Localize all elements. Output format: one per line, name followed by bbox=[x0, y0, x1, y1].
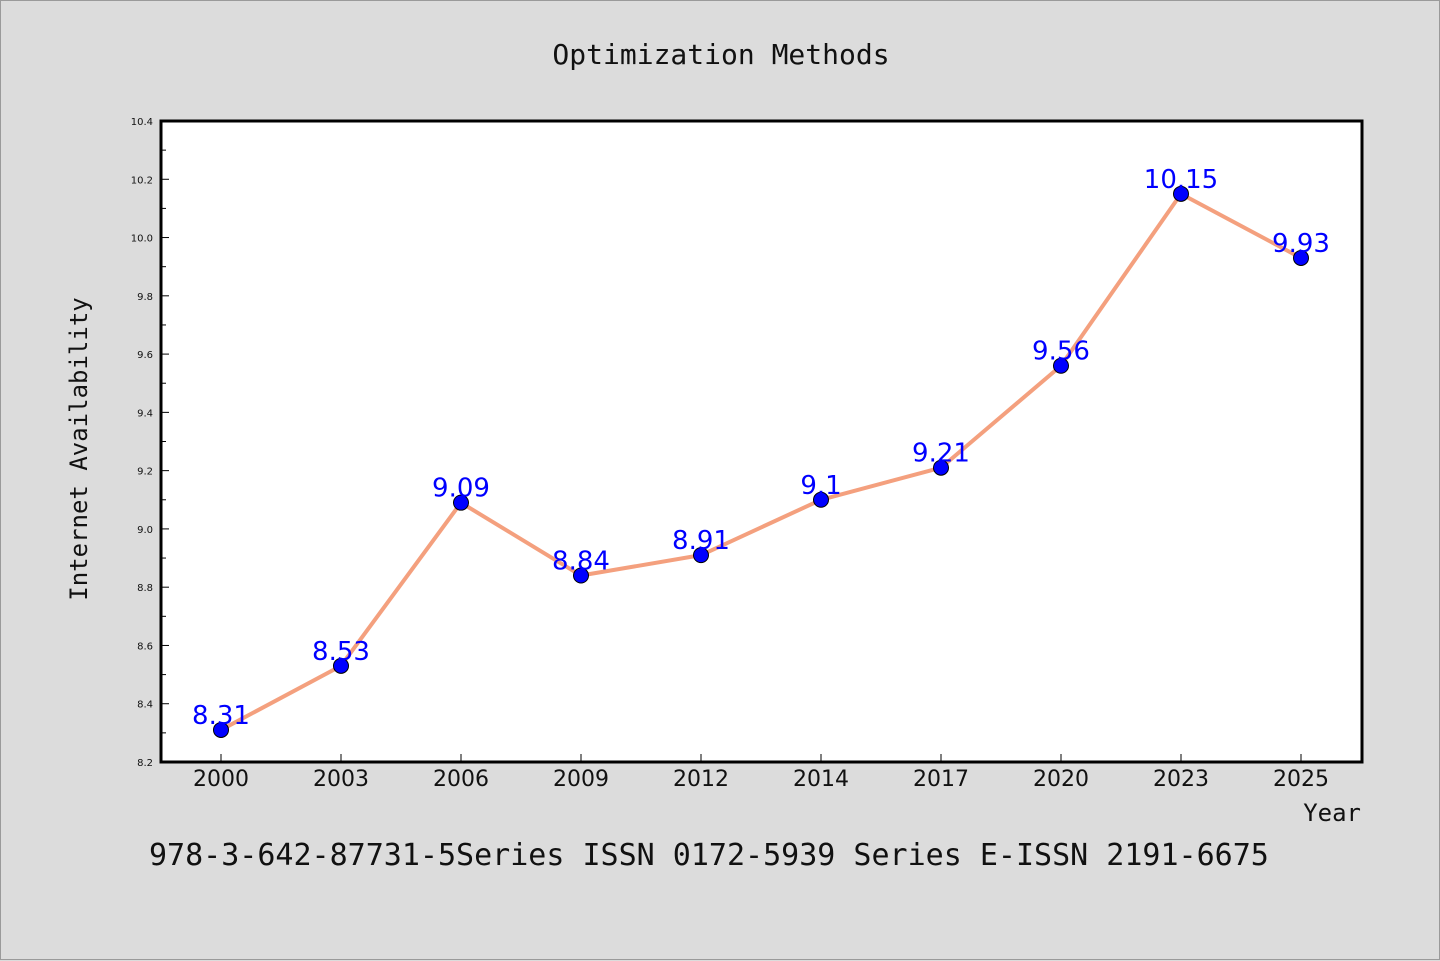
series-data: 8.31 8.53 9.09 8.84 8.91 9.1 9.21 9.56 10.15 9.93 bbox=[192, 165, 1330, 738]
y-axis-label: Internet Availability bbox=[65, 297, 93, 600]
data-label: 9.56 bbox=[1032, 337, 1090, 367]
y-tick-label: 9.8 bbox=[137, 292, 153, 303]
y-tick-label: 8.6 bbox=[137, 641, 153, 652]
data-point bbox=[1173, 185, 1189, 202]
series-line bbox=[219, 191, 1303, 732]
y-tick-label: 10.2 bbox=[131, 175, 153, 186]
data-label: 9.1 bbox=[800, 471, 841, 501]
data-label: 8.91 bbox=[672, 526, 730, 556]
data-point bbox=[213, 721, 229, 738]
x-tick-label: 2000 bbox=[193, 767, 249, 792]
x-tick-label: 2017 bbox=[913, 767, 969, 792]
y-tick-label: 8.2 bbox=[137, 758, 153, 769]
data-point bbox=[1293, 249, 1309, 266]
x-tick-label: 2014 bbox=[793, 767, 849, 792]
x-tick-label: 2009 bbox=[553, 767, 609, 792]
x-tick-label: 2020 bbox=[1033, 767, 1089, 792]
x-tick-label: 2023 bbox=[1153, 767, 1209, 792]
data-point bbox=[453, 494, 469, 511]
y-tick-label: 9.4 bbox=[137, 408, 153, 419]
plot-area bbox=[159, 119, 1364, 764]
data-point bbox=[1053, 357, 1069, 374]
footer-isbn-text: 978-3-642-87731-5Series ISSN 0172-5939 S… bbox=[149, 838, 1269, 873]
y-tick-label: 8.4 bbox=[137, 700, 153, 711]
chart-title: Optimization Methods bbox=[552, 38, 889, 71]
x-axis-label: Year bbox=[1303, 799, 1361, 827]
data-point bbox=[693, 547, 709, 564]
data-point bbox=[813, 491, 829, 508]
y-tick-label: 9.0 bbox=[137, 525, 153, 536]
y-tick-label: 9.6 bbox=[137, 350, 153, 361]
x-tick-label: 2025 bbox=[1273, 767, 1329, 792]
y-tick-label: 8.8 bbox=[137, 583, 153, 594]
x-tick-label: 2003 bbox=[313, 767, 369, 792]
data-point bbox=[573, 567, 589, 584]
y-tick-label: 10.0 bbox=[131, 234, 153, 245]
data-label: 9.93 bbox=[1272, 229, 1330, 259]
data-label: 10.15 bbox=[1144, 165, 1218, 195]
data-label: 9.21 bbox=[912, 439, 970, 469]
x-axis: 2000 2003 2006 2009 2012 2014 2017 2020 2023 2025 bbox=[193, 754, 1329, 792]
data-label: 9.09 bbox=[432, 474, 490, 504]
data-point bbox=[933, 459, 949, 476]
data-label: 8.53 bbox=[312, 637, 370, 667]
x-tick-label: 2012 bbox=[673, 767, 729, 792]
y-axis: 8.2 8.4 8.6 8.8 9.0 9.2 9.4 9.6 9.8 10.0 10.2 10.4 bbox=[131, 117, 169, 769]
y-tick-label: 9.2 bbox=[137, 467, 153, 478]
data-label: 8.31 bbox=[192, 701, 250, 731]
data-label: 8.84 bbox=[552, 547, 610, 577]
x-tick-label: 2006 bbox=[433, 767, 489, 792]
data-point bbox=[333, 657, 349, 674]
y-tick-label: 10.4 bbox=[131, 117, 153, 128]
